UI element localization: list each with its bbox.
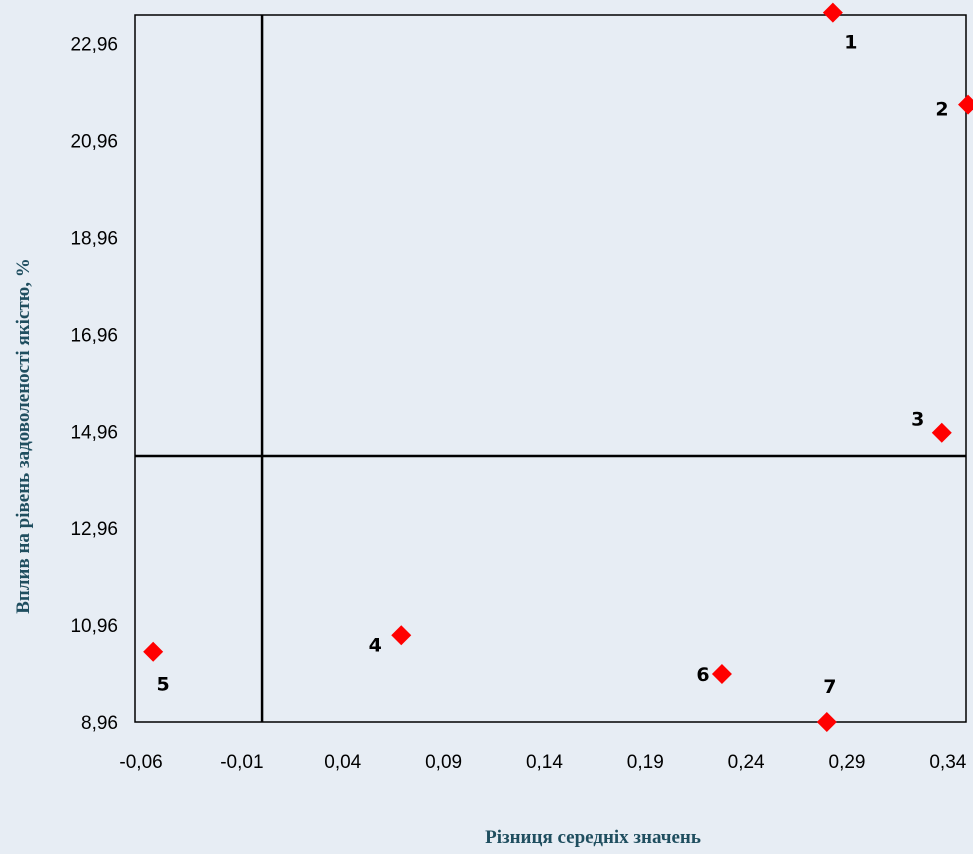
x-tick-label: 0,19: [627, 752, 664, 773]
data-point-label: 6: [696, 664, 709, 686]
x-tick-label: 0,24: [728, 752, 765, 773]
data-point-marker: [958, 94, 973, 115]
y-axis-ticks: 8,96 10,96 12,96 14,96 16,96 18,96 20,96 22,96: [70, 35, 118, 734]
data-point-marker: [931, 422, 952, 443]
data-point-marker: [822, 2, 843, 23]
x-axis-title: Різниця середніх значень: [485, 827, 701, 848]
data-points: 1 2 3 4 5 6 7: [143, 2, 973, 732]
y-tick-label: 14,96: [70, 422, 118, 443]
y-tick-label: 12,96: [70, 519, 118, 540]
x-axis-ticks: -0,06 -0,01 0,04 0,09 0,14 0,19 0,24 0,29 0,34: [119, 752, 966, 773]
x-tick-label: -0,06: [119, 752, 162, 773]
x-tick-label: 0,34: [929, 752, 966, 773]
y-tick-label: 10,96: [70, 616, 118, 637]
y-axis-title: Вплив на рівень задоволеності якістю, %: [13, 258, 34, 614]
y-tick-label: 22,96: [70, 35, 118, 56]
data-point-marker: [143, 641, 164, 662]
data-point-marker: [816, 712, 837, 732]
data-point-label: 3: [911, 409, 924, 431]
x-tick-label: 0,09: [425, 752, 462, 773]
data-point-label: 7: [823, 676, 836, 698]
y-tick-label: 18,96: [70, 228, 118, 249]
data-point-label: 5: [157, 674, 170, 696]
data-point-marker: [711, 664, 732, 685]
data-point-marker: [391, 625, 412, 646]
y-tick-label: 20,96: [70, 132, 118, 153]
x-tick-label: 0,14: [526, 752, 563, 773]
x-tick-label: 0,29: [829, 752, 866, 773]
y-tick-label: 8,96: [81, 713, 118, 734]
data-point-label: 1: [844, 32, 857, 54]
x-tick-label: -0,01: [220, 752, 263, 773]
y-tick-label: 16,96: [70, 325, 118, 346]
x-tick-label: 0,04: [324, 752, 361, 773]
data-point-label: 4: [369, 634, 382, 656]
data-point-label: 2: [935, 99, 948, 121]
plot-area-frame: [134, 14, 967, 723]
